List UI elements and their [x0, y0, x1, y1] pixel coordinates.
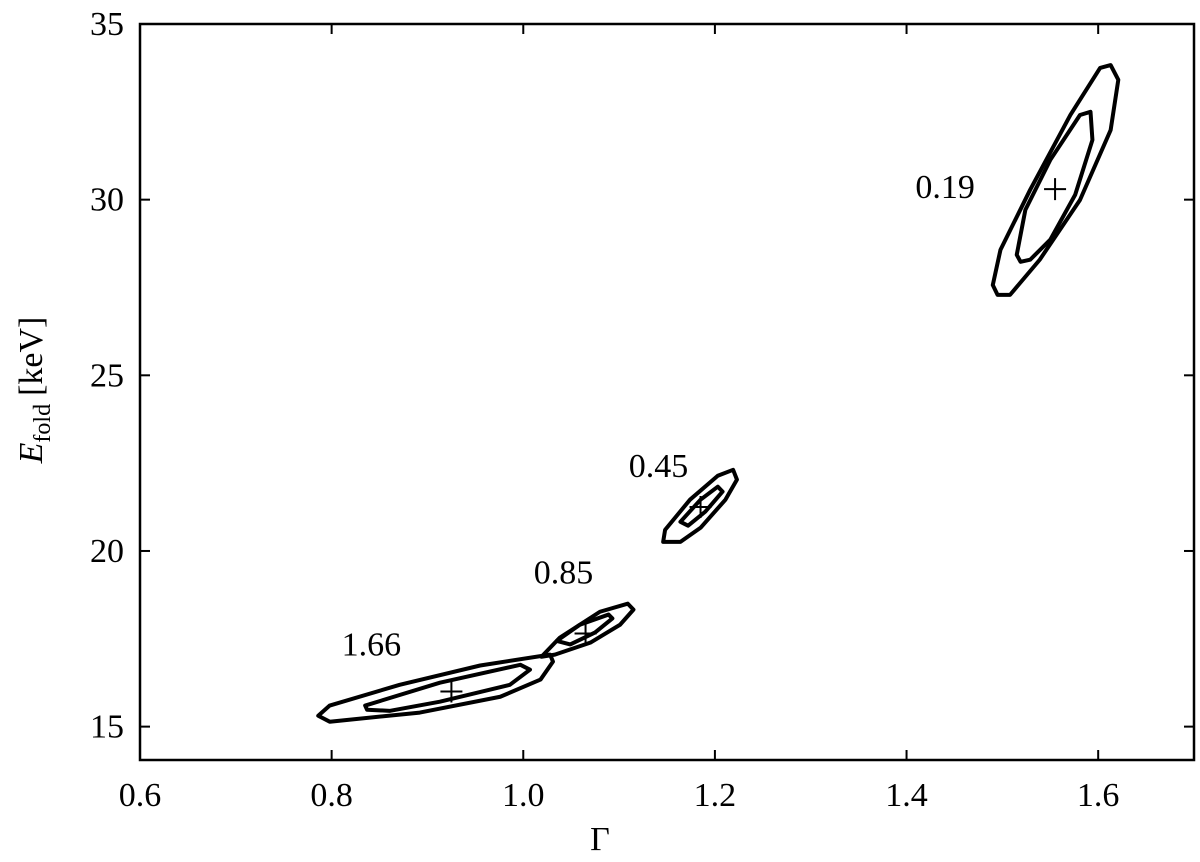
y-axis-label: Efold [keV]: [13, 317, 56, 465]
y-label-unit: [keV]: [13, 317, 50, 396]
plot-frame: [138, 22, 1196, 762]
contour: [990, 63, 1121, 297]
x-tick-label: 1.2: [694, 777, 737, 814]
x-tick-label: 1.0: [502, 777, 545, 814]
x-tick-label: 1.6: [1077, 777, 1120, 814]
x-tick-label: 0.8: [310, 777, 353, 814]
contour: [1014, 109, 1095, 264]
best-fit-marker: [1044, 178, 1067, 201]
best-fit-marker: [689, 496, 712, 519]
y-tick-label: 25: [90, 357, 124, 394]
contour: [316, 652, 555, 724]
contour: [539, 601, 636, 659]
y-tick-label: 35: [90, 6, 124, 43]
y-tick-label: 20: [90, 533, 124, 570]
best-fit-marker: [574, 622, 597, 645]
contour-label: 1.66: [342, 626, 402, 663]
y-tick-label: 30: [90, 182, 124, 219]
y-label-subscript: fold: [30, 404, 56, 443]
x-tick-label: 1.4: [885, 777, 928, 814]
y-label-symbol: E: [13, 442, 50, 464]
x-axis-label: Γ: [590, 821, 610, 858]
contour-label: 0.85: [534, 555, 594, 592]
best-fit-marker: [440, 680, 463, 703]
contour-label: 0.19: [915, 169, 975, 206]
y-tick-label: 15: [90, 709, 124, 746]
x-tick-label: 0.6: [119, 777, 162, 814]
contour: [661, 467, 739, 544]
contour-label: 0.45: [629, 448, 689, 485]
contour: [554, 612, 615, 647]
contour: [363, 662, 532, 713]
